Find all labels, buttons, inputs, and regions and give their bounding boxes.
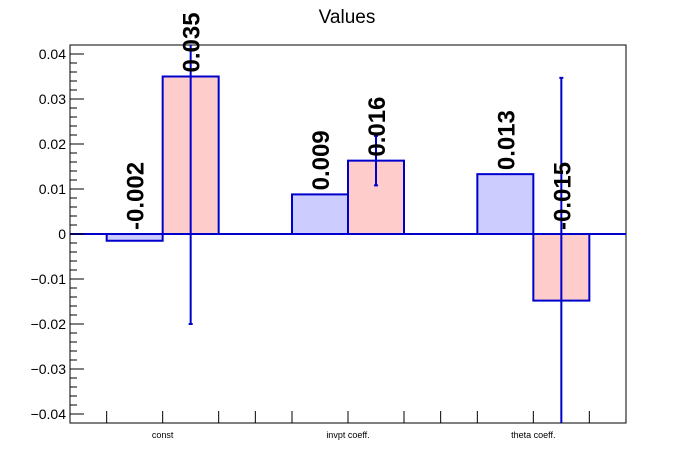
- data-label: 0.009: [308, 130, 335, 190]
- data-label: -0.002: [123, 162, 150, 230]
- y-tick-label: −0.01: [31, 271, 67, 287]
- data-label: 0.016: [364, 97, 391, 157]
- axes: −0.04 −0.03 −0.02 −0.01 0 0.01 0.02 0.03 0.04 con…: [31, 46, 626, 440]
- chart-title: Values: [319, 7, 376, 28]
- y-tick-label: −0.04: [31, 406, 67, 422]
- y-tick-label: 0.03: [39, 91, 66, 107]
- x-tick-label: const: [152, 430, 174, 440]
- y-tick-label: 0: [58, 226, 66, 242]
- y-tick-label: 0.01: [39, 181, 66, 197]
- data-labels: -0.002 0.009 0.013 0.035 0.016 -0.015: [123, 12, 577, 230]
- data-label: 0.035: [179, 12, 206, 72]
- x-tick-label: theta coeff.: [511, 430, 555, 440]
- y-tick-label: −0.02: [31, 316, 67, 332]
- bars: [105, 45, 591, 423]
- x-tick-label: invpt coeff.: [326, 430, 369, 440]
- y-tick-label: 0.02: [39, 136, 66, 152]
- bar: [291, 193, 349, 235]
- bar: [476, 173, 535, 235]
- y-tick-label: −0.03: [31, 361, 67, 377]
- bar: [105, 233, 164, 242]
- data-label: 0.013: [493, 110, 520, 170]
- data-label: -0.015: [549, 162, 576, 230]
- y-tick-label: 0.04: [39, 46, 66, 62]
